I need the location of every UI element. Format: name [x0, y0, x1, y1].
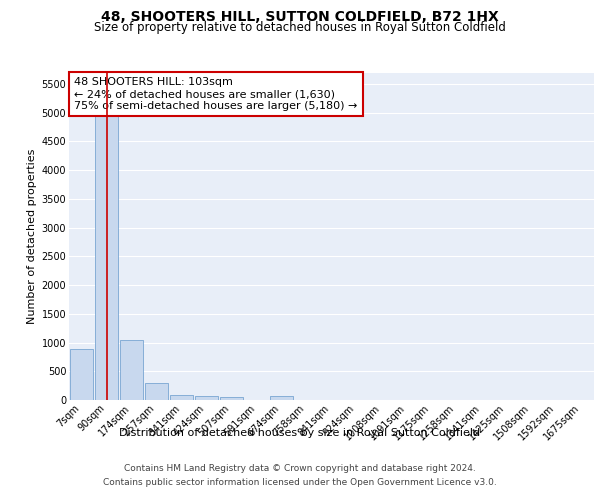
Y-axis label: Number of detached properties: Number of detached properties [28, 148, 37, 324]
Bar [170, 395, 193, 400]
Text: Contains HM Land Registry data © Crown copyright and database right 2024.: Contains HM Land Registry data © Crown c… [124, 464, 476, 473]
Bar [195, 396, 218, 400]
Bar [70, 350, 93, 400]
Bar [145, 384, 168, 400]
Bar [120, 340, 143, 400]
Text: 48, SHOOTERS HILL, SUTTON COLDFIELD, B72 1HX: 48, SHOOTERS HILL, SUTTON COLDFIELD, B72… [101, 10, 499, 24]
Text: Size of property relative to detached houses in Royal Sutton Coldfield: Size of property relative to detached ho… [94, 21, 506, 34]
Bar [220, 397, 243, 400]
Text: 48 SHOOTERS HILL: 103sqm
← 24% of detached houses are smaller (1,630)
75% of sem: 48 SHOOTERS HILL: 103sqm ← 24% of detach… [74, 78, 358, 110]
Bar [95, 84, 118, 400]
Text: Contains public sector information licensed under the Open Government Licence v3: Contains public sector information licen… [103, 478, 497, 487]
Text: Distribution of detached houses by size in Royal Sutton Coldfield: Distribution of detached houses by size … [119, 428, 481, 438]
Bar [270, 396, 293, 400]
